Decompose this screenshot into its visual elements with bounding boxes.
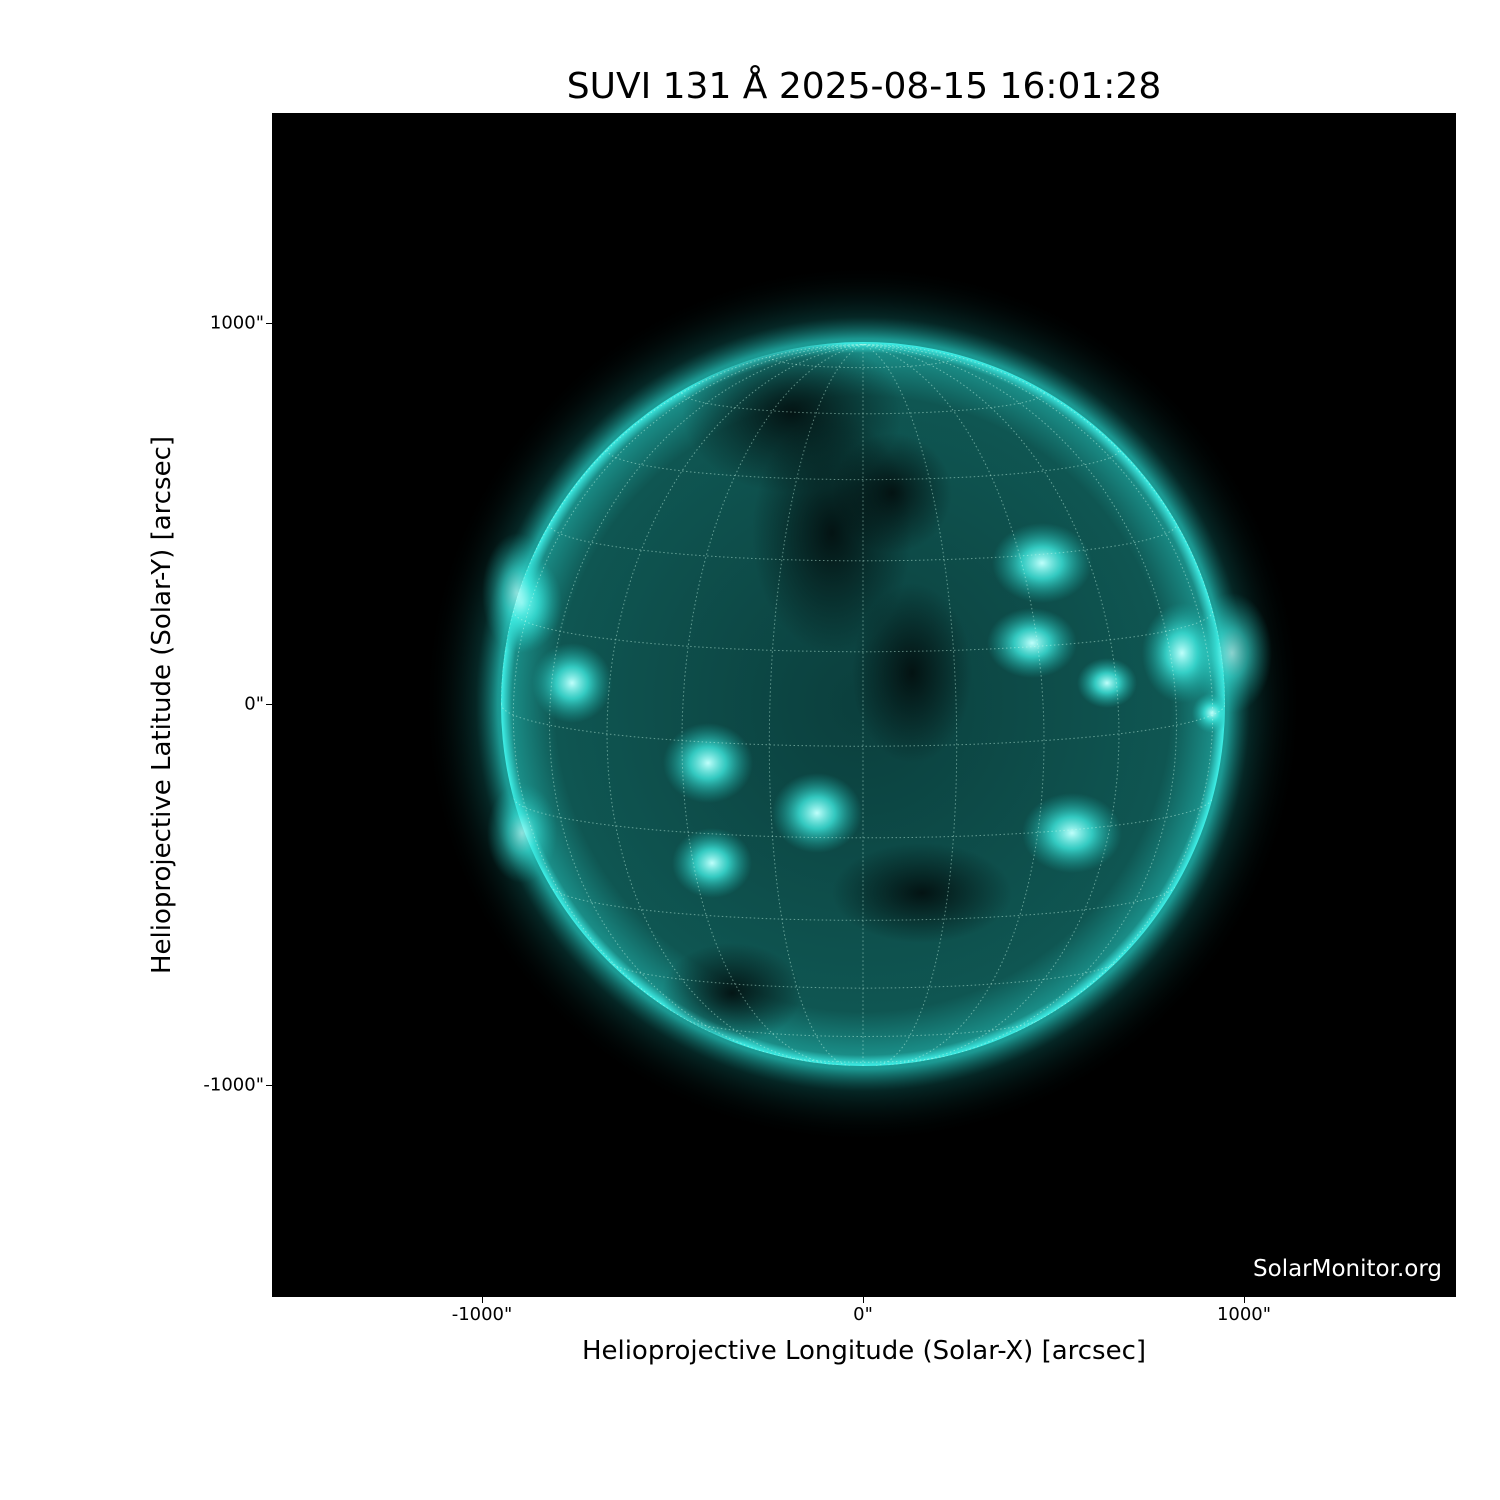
active-region — [1022, 793, 1122, 873]
y-tick-label: -1000" — [203, 1074, 264, 1096]
grid-line — [862, 344, 1120, 1064]
grid-line — [606, 344, 864, 1064]
grid-line — [862, 344, 1045, 1066]
heliographic-grid — [501, 344, 1225, 1066]
x-tick-label: -1000" — [451, 1304, 513, 1325]
x-tick-mark — [863, 1297, 864, 1303]
limb-loop — [482, 533, 552, 653]
grid-line — [685, 1019, 1041, 1037]
x-tick-mark — [1244, 1297, 1245, 1303]
coronal-hole — [662, 943, 802, 1043]
active-region — [1077, 658, 1137, 708]
grid-line — [548, 344, 864, 1059]
grid-line — [512, 344, 864, 1033]
coronal-hole — [832, 843, 1012, 943]
grid-line — [768, 344, 864, 1066]
active-region — [672, 828, 752, 898]
coronal-hole — [852, 583, 972, 763]
grid-line — [862, 344, 1214, 1033]
y-tick-label: 1000" — [209, 312, 264, 334]
coronal-hole — [832, 433, 952, 553]
y-tick-mark — [266, 704, 272, 705]
limb-loop — [487, 783, 557, 883]
grid-line — [549, 524, 1177, 562]
y-tick-mark — [266, 1085, 272, 1086]
grid-line — [780, 1055, 946, 1063]
grid-line — [862, 344, 958, 1066]
x-tick-mark — [482, 1297, 483, 1303]
grid-line — [512, 610, 1214, 653]
grid-line — [501, 703, 1225, 747]
active-region — [532, 643, 612, 723]
watermark: SolarMonitor.org — [1253, 1256, 1442, 1282]
sun-disk — [423, 264, 1303, 1144]
grid-line — [609, 961, 1117, 989]
grid-line — [862, 344, 1178, 1059]
active-region — [663, 723, 753, 803]
active-region — [992, 523, 1092, 603]
grid-line — [768, 356, 958, 369]
plot-title: SUVI 131 Å 2025-08-15 16:01:28 — [566, 66, 1162, 107]
y-tick-label: 0" — [244, 693, 264, 715]
grid-line — [681, 344, 864, 1066]
active-region — [987, 608, 1077, 678]
x-axis-label: Helioprojective Longitude (Solar-X) [arc… — [581, 1336, 1147, 1366]
y-tick-mark — [266, 323, 272, 324]
x-tick-label: 0" — [853, 1304, 873, 1325]
solar-image: SolarMonitor.org — [272, 113, 1456, 1297]
grid-line — [681, 392, 1045, 415]
y-axis-label: Helioprojective Latitude (Solar-Y) [arcs… — [147, 435, 177, 975]
active-region — [772, 773, 862, 853]
x-tick-label: 1000" — [1216, 1304, 1272, 1325]
grid-line — [606, 449, 1120, 481]
grid-line — [549, 886, 1177, 921]
limb-loop — [1192, 593, 1272, 713]
